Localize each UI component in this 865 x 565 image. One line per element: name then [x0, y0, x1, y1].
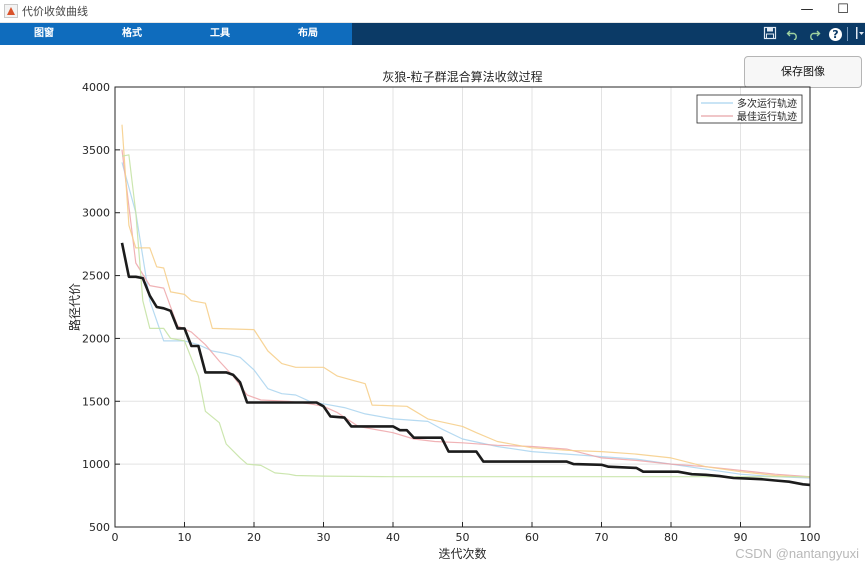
x-tick-label: 40: [386, 531, 400, 544]
figure-toolstrip: 图窗 格式 工具 布局 ?: [0, 23, 865, 45]
legend-box: [696, 94, 803, 124]
window-title: 代价收敛曲线: [22, 5, 88, 18]
x-tick-label: 10: [178, 531, 192, 544]
y-tick-label: 3500: [82, 144, 110, 157]
x-tick-label: 70: [595, 531, 609, 544]
x-tick-label: 30: [317, 531, 331, 544]
y-tick-label: 2500: [82, 270, 110, 283]
undo-icon[interactable]: [785, 26, 801, 42]
chart-title: 灰狼-粒子群混合算法收敛过程: [382, 69, 542, 84]
y-tick-label: 1500: [82, 395, 110, 408]
convergence-chart: 0 10 20 30 40 50 60 70 80 90 100 500 1000 1500 2000 250…: [67, 69, 821, 561]
y-tick-label: 4000: [82, 81, 110, 94]
window-titlebar: 代价收敛曲线 — ☐: [0, 0, 865, 23]
help-icon[interactable]: ?: [829, 28, 842, 41]
x-tick-label: 60: [525, 531, 539, 544]
save-icon[interactable]: [762, 26, 778, 42]
series-line-2: [121, 124, 811, 478]
toolbar-separator: [847, 27, 848, 41]
x-tick-label: 20: [247, 531, 261, 544]
y-tick-label: 3000: [82, 207, 110, 220]
dropdown-icon[interactable]: [852, 26, 865, 42]
csdn-watermark: CSDN @nantangyuxi: [735, 546, 859, 561]
legend-label: 最佳运行轨迹: [737, 110, 797, 123]
minimize-button[interactable]: —: [800, 2, 814, 17]
legend-label: 多次运行轨迹: [737, 97, 797, 110]
x-tick-label: 90: [734, 531, 748, 544]
series-line-3: [121, 154, 810, 478]
menu-tab-format[interactable]: 格式: [122, 28, 142, 39]
y-tick-label: 1000: [82, 458, 110, 471]
menu-tab-figure[interactable]: 图窗: [34, 28, 54, 39]
menu-tab-layout[interactable]: 布局: [298, 28, 318, 39]
x-tick-label: 100: [800, 531, 821, 544]
series-line-4: [120, 242, 811, 487]
redo-icon[interactable]: [806, 26, 822, 42]
x-tick-label: 80: [664, 531, 678, 544]
y-axis-label: 路径代价: [67, 283, 82, 331]
y-tick-label: 2000: [82, 332, 110, 345]
menu-tab-tools[interactable]: 工具: [210, 28, 230, 39]
x-tick-label: 50: [456, 531, 470, 544]
y-tick-label: 500: [89, 521, 110, 534]
matlab-app-icon: [4, 4, 18, 18]
x-axis-label: 迭代次数: [438, 546, 486, 561]
series-line-1: [121, 149, 811, 478]
maximize-button[interactable]: ☐: [837, 2, 849, 17]
menu-tabs: 图窗 格式 工具 布局: [0, 23, 352, 45]
x-tick-label: 0: [112, 531, 119, 544]
